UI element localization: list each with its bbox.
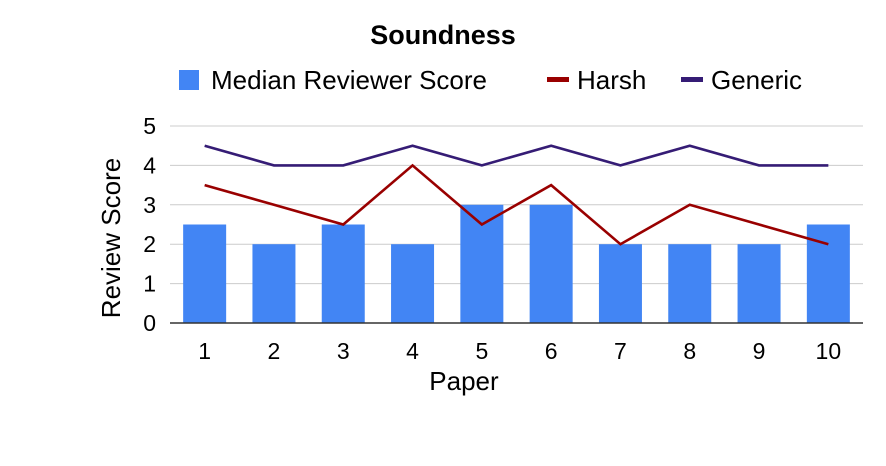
x-tick-label: 7 <box>614 338 627 364</box>
x-tick-label: 10 <box>816 338 842 364</box>
bar-2 <box>252 244 296 323</box>
bar-9 <box>737 244 781 323</box>
y-tick-label: 4 <box>143 152 156 178</box>
y-tick-label: 0 <box>143 310 156 336</box>
x-tick-labels: 1 2 3 4 5 6 7 8 9 10 <box>198 338 841 364</box>
y-tick-label: 5 <box>143 113 156 139</box>
legend: Median Reviewer Score Harsh Generic <box>179 65 802 95</box>
series-lines <box>204 144 829 246</box>
y-tick-label: 2 <box>143 231 156 257</box>
bar-4 <box>391 244 435 323</box>
x-tick-label: 6 <box>545 338 558 364</box>
bar-8 <box>668 244 712 323</box>
x-tick-label: 3 <box>337 338 350 364</box>
y-tick-label: 1 <box>143 271 156 297</box>
y-tick-labels: 0 1 2 3 4 5 <box>143 113 156 336</box>
y-tick-label: 3 <box>143 192 156 218</box>
x-tick-label: 1 <box>198 338 211 364</box>
x-tick-label: 2 <box>268 338 281 364</box>
legend-label-harsh: Harsh <box>577 65 646 95</box>
bar-6 <box>529 204 573 323</box>
x-tick-label: 8 <box>683 338 696 364</box>
line-generic <box>204 144 829 167</box>
x-tick-label: 5 <box>475 338 488 364</box>
legend-swatch-generic <box>681 77 703 82</box>
bar-3 <box>321 224 365 323</box>
legend-label-median: Median Reviewer Score <box>211 65 487 95</box>
legend-swatch-median <box>179 70 199 90</box>
legend-label-generic: Generic <box>711 65 802 95</box>
line-harsh <box>204 163 829 246</box>
x-tick-label: 9 <box>753 338 766 364</box>
bar-5 <box>460 204 504 323</box>
bar-1 <box>183 224 227 323</box>
x-tick-label: 4 <box>406 338 419 364</box>
x-axis-title: Paper <box>429 366 499 396</box>
bars <box>183 204 850 323</box>
legend-swatch-harsh <box>547 77 569 82</box>
bar-7 <box>598 244 642 323</box>
y-axis-title: Review Score <box>96 158 126 318</box>
chart-title: Soundness <box>370 20 516 50</box>
